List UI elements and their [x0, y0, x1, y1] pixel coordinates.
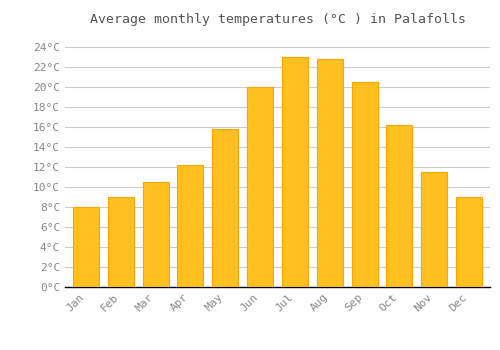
- Bar: [178, 165, 204, 287]
- Bar: [247, 86, 273, 287]
- Bar: [108, 197, 134, 287]
- Bar: [142, 182, 169, 287]
- Bar: [73, 207, 99, 287]
- Title: Average monthly temperatures (°C ) in Palafolls: Average monthly temperatures (°C ) in Pa…: [90, 13, 466, 26]
- Bar: [282, 57, 308, 287]
- Bar: [456, 197, 482, 287]
- Bar: [352, 82, 378, 287]
- Bar: [316, 58, 343, 287]
- Bar: [212, 129, 238, 287]
- Bar: [421, 172, 448, 287]
- Bar: [386, 125, 412, 287]
